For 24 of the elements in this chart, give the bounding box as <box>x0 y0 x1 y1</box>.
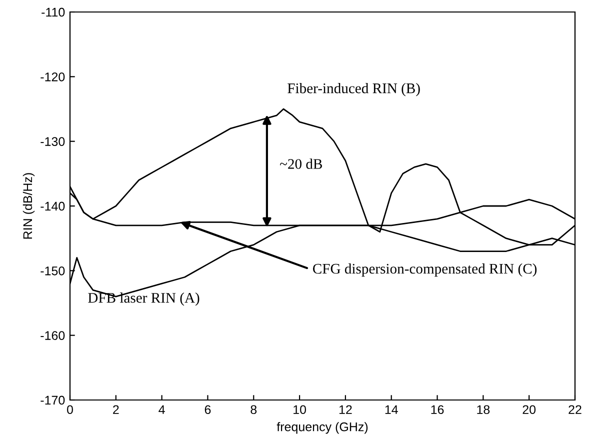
x-tick-label: 6 <box>204 405 211 414</box>
y-tick-label: -140 <box>40 202 65 211</box>
annotation: ~20 dB <box>280 158 322 169</box>
y-tick-label: -120 <box>40 72 65 82</box>
x-tick-label: 18 <box>477 405 490 414</box>
x-tick-label: 4 <box>158 405 165 414</box>
x-tick-label: 20 <box>522 405 536 414</box>
x-tick-label: 22 <box>568 405 582 414</box>
x-tick-label: 16 <box>431 405 444 414</box>
annotation: Fiber-induced RIN (B) <box>288 82 420 96</box>
x-axis-title: frequency (GHz) <box>276 422 368 434</box>
x-tick-label: 10 <box>294 405 306 414</box>
y-tick-label: -170 <box>40 396 65 405</box>
x-tick-label: 14 <box>385 405 398 414</box>
x-tick-label: 12 <box>339 405 352 414</box>
annotation: CFG dispersion-compensated RIN (C) <box>313 263 537 277</box>
y-tick-label: -110 <box>42 8 65 17</box>
x-tick-label: 2 <box>113 405 119 414</box>
y-tick-label: -160 <box>40 331 65 340</box>
x-tick-label: 0 <box>67 405 73 414</box>
y-tick-label: -130 <box>40 137 65 146</box>
y-axis-title: RIN (dB/Hz) <box>22 173 35 239</box>
x-tick-label: 8 <box>250 405 257 414</box>
y-tick-label: -150 <box>40 266 65 276</box>
